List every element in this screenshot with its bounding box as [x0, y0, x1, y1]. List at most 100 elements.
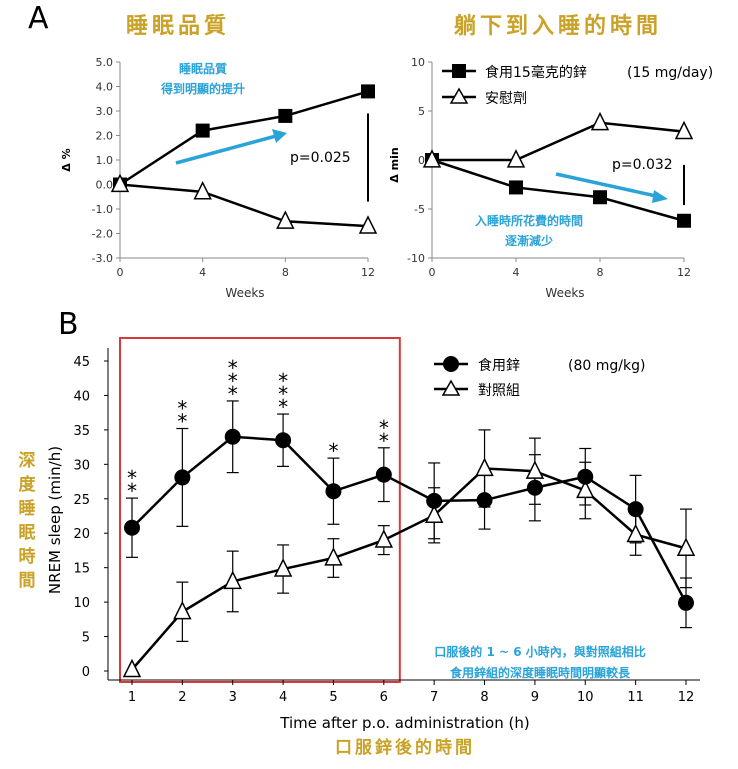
- legend-label: 對照組: [478, 383, 520, 399]
- trend-arrow: [555, 172, 657, 198]
- x-tick-label: 4: [199, 266, 206, 279]
- y-tick-label: 4.0: [96, 81, 114, 94]
- data-point-triangle: [193, 180, 212, 200]
- significance-star: *: [278, 382, 288, 406]
- annotation-line: 食用鋅組的深度睡眠時間明顯較長: [449, 665, 631, 680]
- data-point-triangle: [324, 547, 343, 566]
- y-tick-label: -2.0: [92, 228, 113, 241]
- data-point-square: [593, 190, 607, 205]
- y-tick-label: 10: [73, 596, 90, 611]
- panel-b-letter: B: [58, 307, 79, 342]
- x-tick-label: 0: [429, 266, 436, 279]
- p-value: p=0.032: [612, 157, 673, 173]
- annotation-line: 口服後的 1 ~ 6 小時內，與對照組相比: [434, 644, 645, 659]
- trend-arrow-head: [272, 129, 287, 143]
- y-tick-label: 10: [411, 56, 425, 69]
- data-point-square: [195, 123, 210, 138]
- data-point-circle: [275, 432, 292, 449]
- x-tick-label: 3: [229, 690, 237, 705]
- chart-sleep-quality: 睡眠品質 Δ % Weeks 睡眠品質 得到明顯的提升 p=0.025: [60, 14, 351, 300]
- y-axis-label: Δ %: [60, 148, 73, 171]
- legend-dose: (80 mg/kg): [568, 358, 645, 374]
- data-point-triangle: [223, 570, 242, 590]
- x-axis-label-chinese: 口服鋅後的時間: [335, 737, 475, 758]
- data-point-triangle: [626, 523, 645, 543]
- x-tick-label: 4: [279, 690, 287, 705]
- data-point-circle: [325, 483, 342, 500]
- legend-triangle-marker: [441, 379, 461, 396]
- data-point-triangle: [110, 173, 130, 193]
- y-axis-label-chinese-char: 間: [19, 571, 36, 591]
- legend-circle-marker: [443, 356, 459, 372]
- significance-star: *: [228, 356, 238, 380]
- x-tick-label: 10: [577, 690, 594, 705]
- data-point-triangle: [424, 504, 444, 523]
- y-tick-label: 0: [418, 154, 425, 167]
- data-point-circle: [627, 501, 644, 518]
- annotation-line: 逐漸減少: [505, 233, 553, 248]
- data-point-square: [677, 213, 691, 228]
- x-tick-label: 1: [128, 690, 136, 705]
- significance-star: *: [278, 369, 288, 393]
- data-point-triangle: [122, 658, 142, 678]
- x-tick-label: 4: [513, 266, 520, 279]
- data-point-circle: [124, 519, 140, 536]
- x-tick-label: 6: [380, 690, 388, 705]
- y-axis-label-chinese-char: 眠: [19, 523, 36, 543]
- significance-star: *: [228, 369, 238, 393]
- x-tick-label: 5: [329, 690, 337, 705]
- legend-label: 食用15毫克的鋅: [485, 64, 587, 81]
- y-tick-label: -10: [407, 252, 425, 265]
- significance-star: *: [177, 410, 187, 434]
- data-point-circle: [224, 428, 241, 445]
- data-point-triangle: [590, 111, 610, 131]
- x-tick-label: 12: [678, 690, 695, 705]
- data-point-triangle: [525, 460, 545, 479]
- p-value: p=0.025: [290, 150, 351, 166]
- data-point-triangle: [173, 600, 192, 620]
- chart-title: 睡眠品質: [126, 14, 230, 39]
- data-point-circle: [526, 479, 543, 496]
- x-tick-label: 12: [677, 266, 691, 279]
- y-axis-label: NREM sleep (min/h): [46, 446, 64, 594]
- y-tick-label: -3.0: [92, 252, 113, 265]
- legend-label: 食用鋅: [478, 357, 520, 374]
- data-point-square: [509, 180, 523, 195]
- data-point-circle: [476, 492, 493, 509]
- series-line: [131, 435, 688, 604]
- data-point-triangle: [358, 215, 378, 234]
- significance-star: *: [228, 382, 238, 406]
- legend-label: 安慰劑: [485, 90, 527, 107]
- y-tick-label: 25: [73, 493, 90, 508]
- data-point-triangle: [674, 120, 694, 140]
- data-point-circle: [577, 468, 594, 485]
- data-point-triangle: [576, 479, 595, 499]
- panel-a-letter: A: [28, 1, 49, 36]
- x-tick-label: 8: [282, 266, 289, 279]
- x-tick-label: 9: [531, 690, 539, 705]
- legend-triangle-marker: [449, 87, 469, 104]
- data-point-triangle: [374, 529, 394, 548]
- x-tick-label: 11: [627, 690, 644, 705]
- series-line: [119, 90, 369, 186]
- chart-title: 躺下到入睡的時間: [454, 13, 662, 39]
- highlight-box: [119, 337, 401, 683]
- significance-star: *: [379, 429, 389, 453]
- significance-star: *: [278, 395, 288, 419]
- x-axis-label: Weeks: [225, 286, 264, 300]
- significance-star: *: [328, 439, 338, 463]
- x-tick-label: 8: [597, 266, 604, 279]
- data-point-triangle: [475, 457, 494, 477]
- y-axis-label-chinese-char: 深: [19, 450, 36, 471]
- y-tick-label: 45: [73, 355, 90, 370]
- y-tick-label: 5: [82, 631, 90, 646]
- y-tick-label: 20: [73, 527, 90, 542]
- x-tick-label: 7: [430, 690, 438, 705]
- trend-arrow-head: [652, 190, 668, 203]
- chart-nrem-sleep: NREM sleep (min/h) Time after p.o. admin…: [46, 356, 646, 758]
- annotation-line: 得到明顯的提升: [160, 81, 245, 96]
- y-tick-label: -1.0: [92, 203, 113, 216]
- series-line: [431, 158, 685, 222]
- trend-arrow: [175, 134, 277, 165]
